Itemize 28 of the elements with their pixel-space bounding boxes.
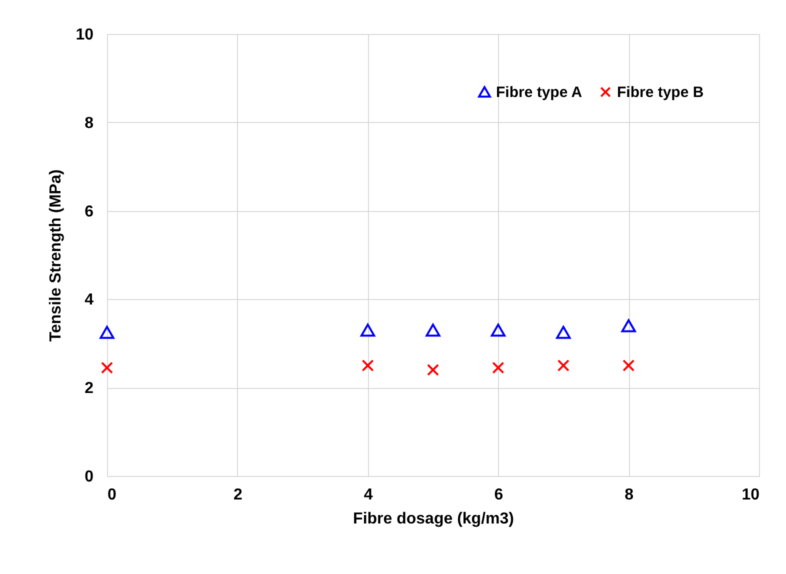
point [362,359,374,372]
point [426,324,440,337]
legend-label: Fibre type B [617,84,704,102]
x-tick-label: 10 [742,486,760,504]
y-tick-label: 4 [84,292,94,309]
y-tick-label: 6 [84,203,94,220]
y-tick-label: 0 [84,468,94,486]
y-axis-title: Tensile Strength (MPa) [48,169,65,342]
x-tick-label: 4 [364,486,373,504]
y-tick-label: 2 [84,380,94,398]
x-axis-title: Fibre dosage (kg/m3) [353,510,514,528]
point [490,324,506,337]
point [426,364,440,376]
point [622,359,635,372]
x-tick-label: 8 [624,486,634,504]
y-tick-label: 8 [84,114,94,132]
point [492,362,504,374]
x-tick-label: 2 [233,486,242,504]
point [360,324,376,337]
point [557,359,570,372]
point [556,326,571,339]
point [100,362,114,374]
x-tick-label: 0 [108,486,116,504]
legend-label: Fibre type A [496,84,582,101]
x-tick-label: 6 [494,486,504,504]
point [621,319,636,332]
y-tick-label: 10 [76,26,94,44]
point [100,326,114,339]
